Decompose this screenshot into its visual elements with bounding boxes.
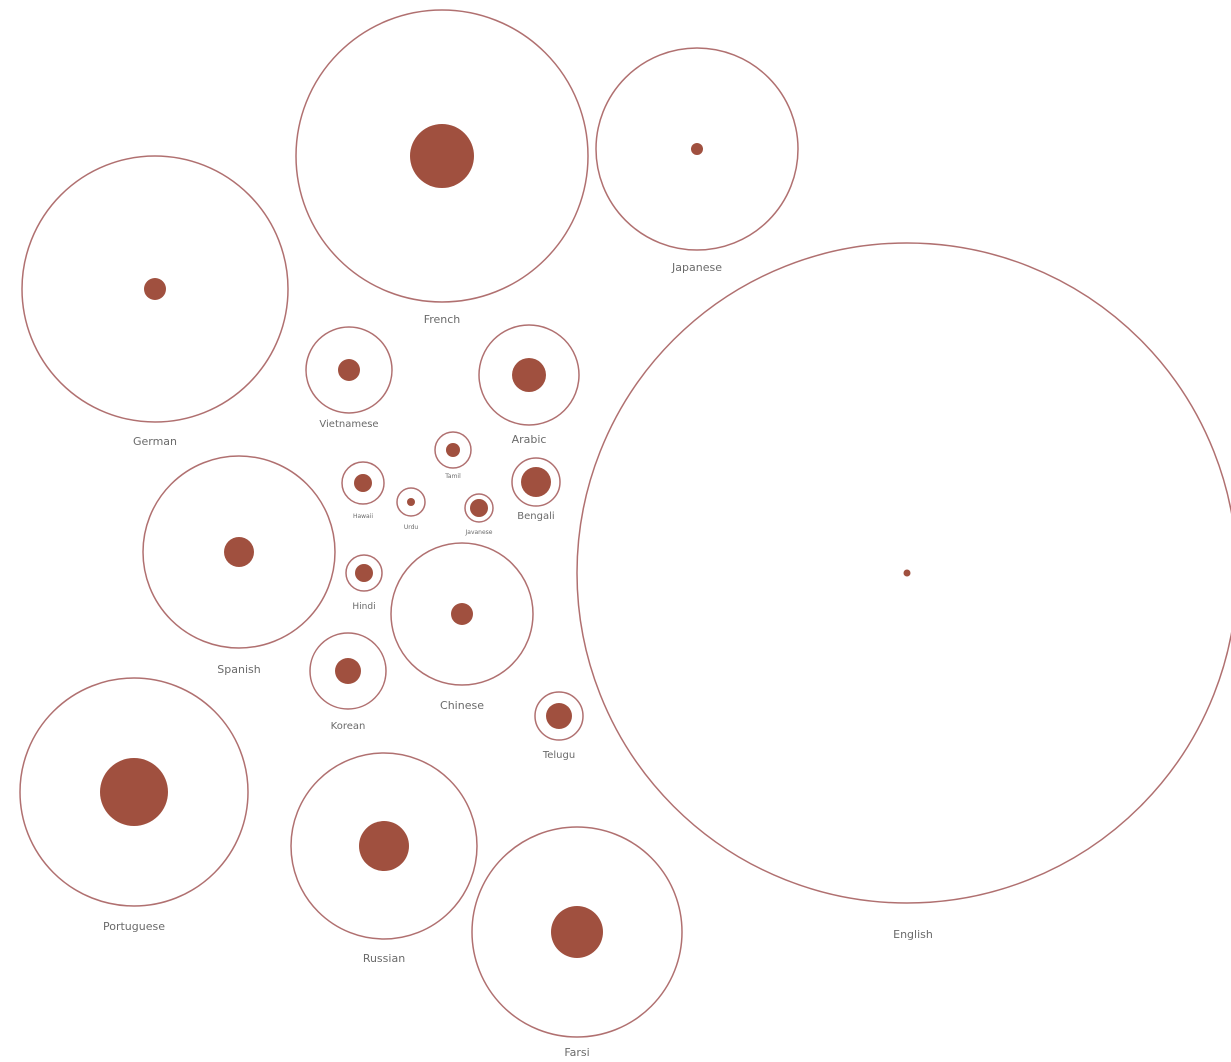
label-hindi: Hindi: [352, 602, 375, 612]
bubble-korean: Korean: [309, 632, 387, 732]
inner-dot-hindi: [355, 564, 373, 582]
inner-dot-korean: [335, 658, 361, 684]
outer-circle-french: [295, 9, 589, 303]
inner-dot-german: [144, 278, 166, 300]
inner-dot-bengali: [521, 467, 551, 497]
inner-dot-hawaii: [354, 474, 372, 492]
outer-circle-japanese: [595, 47, 799, 251]
outer-circle-vietnamese: [305, 326, 393, 414]
label-bengali: Bengali: [517, 511, 554, 522]
outer-circle-javanese: [464, 493, 494, 523]
bubble-hawaii: Hawaii: [341, 461, 385, 520]
bubble-german: German: [21, 155, 289, 448]
label-portuguese: Portuguese: [103, 920, 165, 933]
bubble-farsi: Farsi: [471, 826, 683, 1059]
label-tamil: Tamil: [444, 473, 461, 480]
inner-dot-tamil: [446, 443, 460, 457]
outer-circle-russian: [290, 752, 478, 940]
outer-circle-urdu: [396, 487, 426, 517]
label-urdu: Urdu: [404, 524, 419, 531]
outer-circle-hindi: [345, 554, 383, 592]
inner-dot-javanese: [470, 499, 488, 517]
bubble-bengali: Bengali: [511, 457, 561, 522]
inner-dot-vietnamese: [338, 359, 360, 381]
bubble-vietnamese: Vietnamese: [305, 326, 393, 430]
inner-dot-arabic: [512, 358, 546, 392]
label-russian: Russian: [363, 952, 405, 965]
bubble-spanish: Spanish: [142, 455, 336, 676]
label-hawaii: Hawaii: [353, 513, 373, 520]
bubble-russian: Russian: [290, 752, 478, 965]
inner-dot-japanese: [691, 143, 703, 155]
outer-circle-chinese: [390, 542, 534, 686]
inner-dot-french: [410, 124, 474, 188]
bubble-hindi: Hindi: [345, 554, 383, 612]
label-farsi: Farsi: [564, 1046, 589, 1059]
outer-circle-hawaii: [341, 461, 385, 505]
bubble-telugu: Telugu: [534, 691, 584, 761]
bubble-english: English: [576, 242, 1231, 941]
bubble-urdu: Urdu: [396, 487, 426, 531]
label-german: German: [133, 435, 177, 448]
outer-circle-german: [21, 155, 289, 423]
bubble-tamil: Tamil: [434, 431, 472, 480]
inner-dot-chinese: [451, 603, 473, 625]
outer-circle-telugu: [534, 691, 584, 741]
label-french: French: [424, 313, 461, 326]
inner-dot-telugu: [546, 703, 572, 729]
bubble-portuguese: Portuguese: [19, 677, 249, 933]
outer-circle-korean: [309, 632, 387, 710]
label-japanese: Japanese: [671, 261, 722, 274]
bubble-arabic: Arabic: [478, 324, 580, 446]
outer-circle-arabic: [478, 324, 580, 426]
inner-dot-urdu: [407, 498, 415, 506]
outer-circle-farsi: [471, 826, 683, 1038]
outer-circle-tamil: [434, 431, 472, 469]
inner-dot-spanish: [224, 537, 254, 567]
inner-dot-english: [903, 569, 911, 577]
label-chinese: Chinese: [440, 699, 484, 712]
outer-circle-spanish: [142, 455, 336, 649]
label-english: English: [893, 928, 933, 941]
label-vietnamese: Vietnamese: [319, 419, 378, 430]
inner-dot-portuguese: [100, 758, 168, 826]
label-javanese: Javanese: [465, 529, 493, 536]
outer-circle-bengali: [511, 457, 561, 507]
inner-dot-farsi: [551, 906, 603, 958]
outer-circle-portuguese: [19, 677, 249, 907]
outer-circle-english: [576, 242, 1231, 904]
label-arabic: Arabic: [512, 433, 547, 446]
bubble-japanese: Japanese: [595, 47, 799, 274]
label-telugu: Telugu: [542, 750, 575, 761]
bubble-chinese: Chinese: [390, 542, 534, 712]
label-spanish: Spanish: [217, 663, 260, 676]
bubble-javanese: Javanese: [464, 493, 494, 536]
inner-dot-russian: [359, 821, 409, 871]
label-korean: Korean: [331, 721, 366, 732]
bubble-french: French: [295, 9, 589, 326]
